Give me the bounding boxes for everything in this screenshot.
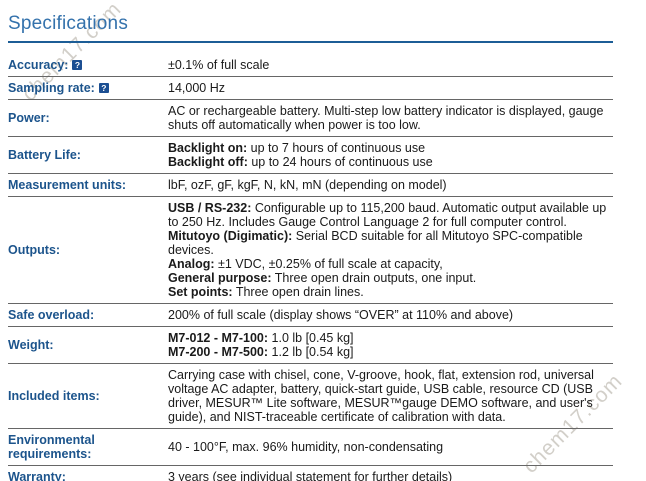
value-text-segment: Analog: [168,257,215,271]
value-paragraph: USB / RS-232: Configurable up to 115,200… [168,201,609,229]
value-text-segment: ±0.1% of full scale [168,58,270,72]
row-label: Measurement units: [8,178,168,192]
row-value: AC or rechargeable battery. Multi-step l… [168,104,613,132]
value-paragraph: Backlight off: up to 24 hours of continu… [168,155,609,169]
value-text-segment: Configurable up to 115,200 baud. Automat… [168,201,607,229]
row-value: Carrying case with chisel, cone, V-groov… [168,368,613,424]
row-label: Accuracy:? [8,58,168,72]
row-label-text: Included items: [8,389,100,403]
row-value: USB / RS-232: Configurable up to 115,200… [168,201,613,299]
row-label-text: Measurement units: [8,178,127,192]
value-text-segment: 1.2 lb [0.54 kg] [268,345,354,359]
page-title: Specifications [8,13,613,43]
value-paragraph: Analog: ±1 VDC, ±0.25% of full scale at … [168,257,609,271]
value-paragraph: Carrying case with chisel, cone, V-groov… [168,368,609,424]
row-value: ±0.1% of full scale [168,58,613,72]
value-paragraph: 200% of full scale (display shows “OVER”… [168,308,609,322]
value-text-segment: M7-012 - M7-100: [168,331,269,345]
row-label: Battery Life: [8,148,168,162]
row-label-text: Warranty: [8,470,66,481]
row-label: Safe overload: [8,308,168,322]
row-label-text: Battery Life: [8,148,81,162]
value-text-segment: up to 7 hours of continuous use [247,141,426,155]
value-paragraph: Set points: Three open drain lines. [168,285,609,299]
table-row: Included items: Carrying case with chisel… [8,364,613,429]
row-label-text: Weight: [8,338,54,352]
value-text-segment: 40 - 100°F, max. 96% humidity, non-conde… [168,440,444,454]
value-paragraph: M7-200 - M7-500: 1.2 lb [0.54 kg] [168,345,609,359]
value-paragraph: lbF, ozF, gF, kgF, N, kN, mN (depending … [168,178,609,192]
value-paragraph: 3 years (see individual statement for fu… [168,470,609,481]
row-label-text: Sampling rate: [8,81,95,95]
value-text-segment: M7-200 - M7-500: [168,345,269,359]
value-text-segment: 14,000 Hz [168,81,225,95]
row-value: Backlight on: up to 7 hours of continuou… [168,141,613,169]
content-area: Specifications Accuracy:? ±0.1% of full s… [8,13,646,481]
value-paragraph: Mitutoyo (Digimatic): Serial BCD suitabl… [168,229,609,257]
row-label-text: Safe overload: [8,308,95,322]
table-row: Battery Life: Backlight on: up to 7 hours… [8,137,613,174]
value-text-segment: lbF, ozF, gF, kgF, N, kN, mN (depending … [168,178,447,192]
row-label: Power: [8,111,168,125]
table-row: Safe overload: 200% of full scale (displa… [8,304,613,327]
row-label: Warranty: [8,470,168,481]
value-paragraph: Backlight on: up to 7 hours of continuou… [168,141,609,155]
table-row: Sampling rate:? 14,000 Hz [8,77,613,100]
value-text-segment: Set points: [168,285,233,299]
row-label-text: Power: [8,111,50,125]
value-text-segment: General purpose: [168,271,272,285]
row-label-text: Accuracy: [8,58,69,72]
help-icon[interactable]: ? [72,60,83,70]
table-row: Warranty: 3 years (see individual stateme… [8,466,613,481]
value-text-segment: 3 years (see individual statement for fu… [168,470,453,481]
value-paragraph: General purpose: Three open drain output… [168,271,609,285]
table-row: Outputs: USB / RS-232: Configurable up to… [8,197,613,304]
row-label: Sampling rate:? [8,81,168,95]
table-row: Power: AC or rechargeable battery. Multi-… [8,100,613,137]
row-value: 200% of full scale (display shows “OVER”… [168,308,613,322]
value-paragraph: M7-012 - M7-100: 1.0 lb [0.45 kg] [168,331,609,345]
value-text-segment: AC or rechargeable battery. Multi-step l… [168,104,604,132]
help-icon[interactable]: ? [98,83,109,93]
row-label: Outputs: [8,243,168,257]
value-text-segment: ±1 VDC, ±0.25% of full scale at capacity… [214,257,443,271]
row-label-text: Environmental requirements: [8,433,95,461]
value-paragraph: 40 - 100°F, max. 96% humidity, non-conde… [168,440,609,454]
value-text-segment: USB / RS-232: [168,201,252,215]
row-value: 14,000 Hz [168,81,613,95]
table-row: Measurement units: lbF, ozF, gF, kgF, N, … [8,174,613,197]
row-label-text: Outputs: [8,243,61,257]
value-text-segment: 1.0 lb [0.45 kg] [268,331,354,345]
row-value: 40 - 100°F, max. 96% humidity, non-conde… [168,440,613,454]
table-row: Environmental requirements: 40 - 100°F, m… [8,429,613,466]
table-row: Accuracy:? ±0.1% of full scale [8,54,613,77]
row-value: 3 years (see individual statement for fu… [168,470,613,481]
row-label: Environmental requirements: [8,433,168,461]
row-value: M7-012 - M7-100: 1.0 lb [0.45 kg] M7-200 … [168,331,613,359]
specifications-table: Accuracy:? ±0.1% of full scale Sampling ra… [8,54,613,481]
row-label: Weight: [8,338,168,352]
value-text-segment: up to 24 hours of continuous use [247,155,433,169]
value-paragraph: 14,000 Hz [168,81,609,95]
value-text-segment: Backlight off: [168,155,248,169]
value-paragraph: ±0.1% of full scale [168,58,609,72]
value-text-segment: Three open drain outputs, one input. [271,271,477,285]
table-row: Weight: M7-012 - M7-100: 1.0 lb [0.45 kg]… [8,327,613,364]
value-text-segment: Backlight on: [168,141,248,155]
value-text-segment: Serial BCD suitable for all Mitutoyo SPC… [168,229,583,257]
value-text-segment: Carrying case with chisel, cone, V-groov… [168,368,594,424]
row-value: lbF, ozF, gF, kgF, N, kN, mN (depending … [168,178,613,192]
value-text-segment: Mitutoyo (Digimatic): [168,229,293,243]
value-paragraph: AC or rechargeable battery. Multi-step l… [168,104,609,132]
value-text-segment: 200% of full scale (display shows “OVER”… [168,308,514,322]
row-label: Included items: [8,389,168,403]
value-text-segment: Three open drain lines. [232,285,364,299]
